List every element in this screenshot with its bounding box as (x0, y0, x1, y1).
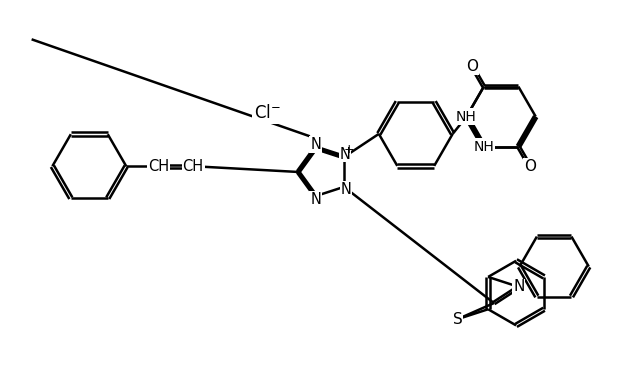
Text: CH: CH (148, 159, 169, 174)
Text: N: N (341, 182, 352, 197)
Text: O: O (524, 159, 536, 174)
Text: CH: CH (182, 159, 204, 174)
Text: N: N (310, 137, 321, 152)
Text: NH: NH (474, 139, 494, 153)
Text: +: + (344, 143, 355, 156)
Text: NH: NH (456, 110, 477, 124)
Text: N: N (310, 192, 321, 207)
Text: O: O (467, 59, 478, 74)
Text: S: S (452, 312, 462, 327)
Text: N: N (513, 279, 525, 294)
Text: Cl$^{-}$: Cl$^{-}$ (253, 104, 280, 122)
Text: N: N (340, 147, 351, 162)
